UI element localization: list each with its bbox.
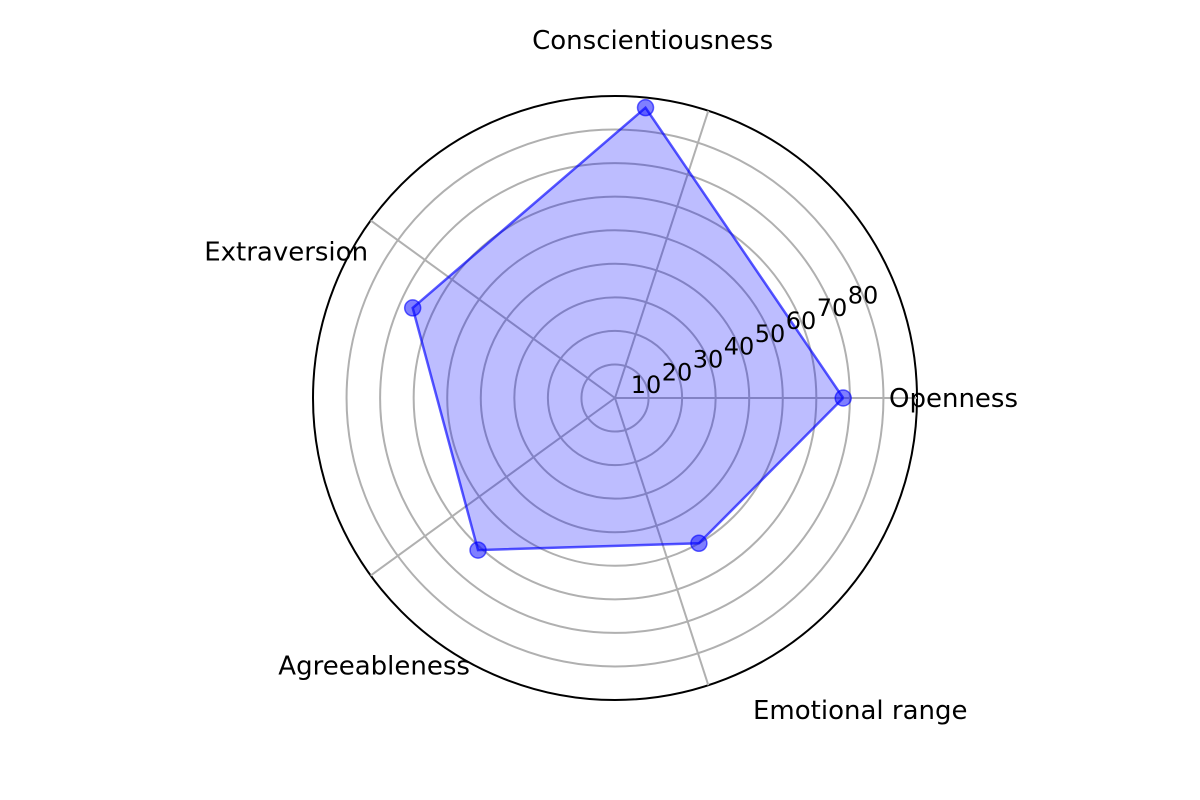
category-label: Conscientiousness [532,26,773,56]
data-point [403,299,422,317]
spoke-line [614,397,710,686]
data-point [636,98,655,117]
label-layer: Openness Conscientiousness Extraversion Agr… [204,26,1018,726]
series-line [411,105,845,552]
r-tick-label: 60 [786,307,817,335]
spoke-layer [370,110,917,686]
r-tick-label: 20 [662,358,693,386]
r-tick-label: 30 [693,345,724,373]
data-point [469,541,487,559]
data-layer [403,98,852,559]
r-tick-label: 50 [755,320,786,348]
data-point [690,534,708,553]
r-tick-label: 70 [817,294,848,322]
r-tick-label: 40 [724,333,755,361]
r-tick-label: 10 [631,371,662,399]
category-label: Openness [889,384,1018,414]
spoke-line [370,219,616,399]
spoke-line [370,397,616,577]
category-label: Agreeableness [278,652,470,682]
spoke-line [614,110,710,399]
data-point [834,389,852,407]
r-tick-label: 80 [848,281,879,309]
category-label: Extraversion [204,238,368,268]
tick-layer: 10 20 30 40 50 60 70 80 [631,281,879,399]
category-label: Emotional range [753,696,968,726]
series-area [412,107,844,551]
